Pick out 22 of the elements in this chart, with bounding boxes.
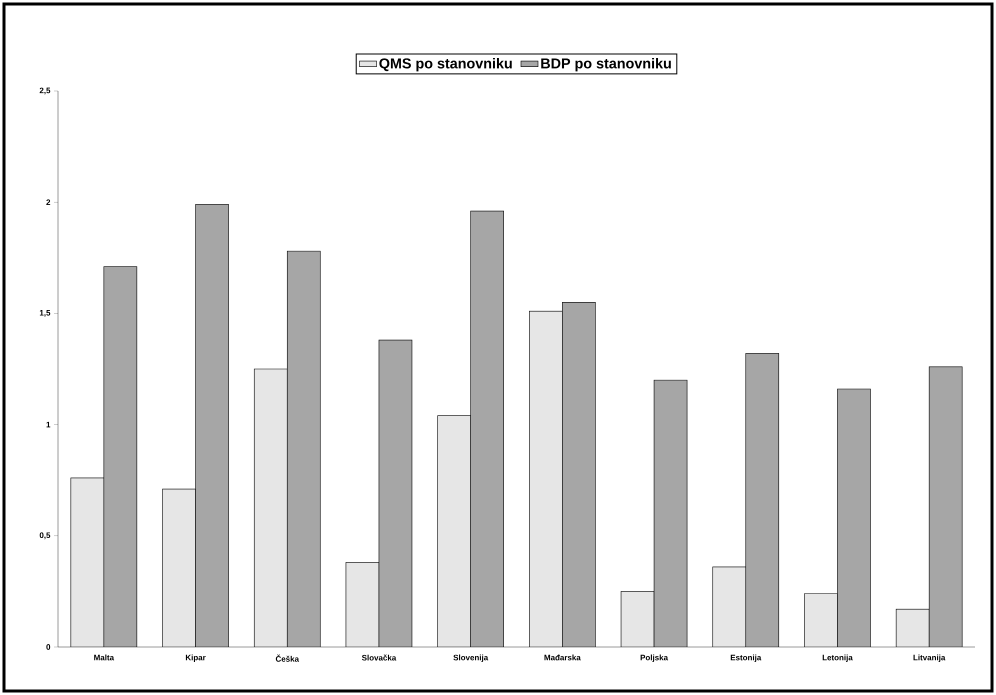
bar: [804, 594, 838, 647]
bar: [438, 416, 471, 647]
bar: [529, 311, 562, 647]
bar: [928, 366, 962, 647]
bar: [470, 211, 504, 647]
bar: [346, 562, 379, 647]
bar: [378, 340, 412, 647]
legend-label: QMS po stanovniku: [379, 58, 512, 72]
bar: [896, 608, 930, 647]
bar: [196, 204, 229, 647]
bar: [746, 353, 779, 647]
bar: [654, 380, 688, 647]
bar: [70, 478, 104, 647]
bar: [837, 389, 870, 647]
bar: [254, 368, 288, 647]
legend-label: BDP po stanovniku: [541, 58, 671, 72]
bar: [104, 266, 137, 647]
bar: [712, 566, 746, 647]
bar: [162, 489, 196, 647]
bar: [621, 591, 654, 647]
bar: [287, 251, 320, 647]
bar: [562, 302, 596, 647]
